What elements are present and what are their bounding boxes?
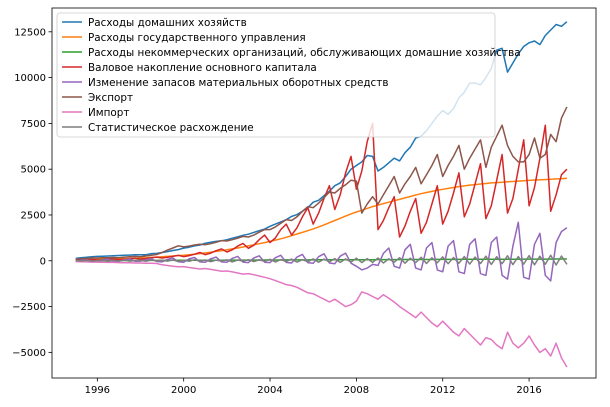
legend-label-2: Расходы государственного управления — [88, 32, 306, 44]
x-tick-label: 2008 — [344, 385, 369, 396]
x-tick-label: 1996 — [85, 385, 110, 396]
y-tick-label: 7500 — [21, 119, 46, 130]
legend-label-1: Расходы домашних хозяйств — [88, 17, 247, 29]
legend-label-5: Изменение запасов материальных оборотных… — [88, 77, 388, 89]
y-tick-label: 10000 — [14, 73, 46, 84]
legend: Расходы домашних хозяйств Расходы государ… — [56, 12, 521, 138]
legend-box — [56, 12, 496, 138]
y-tick-label: −5000 — [12, 348, 46, 359]
y-tick-label: 2500 — [21, 210, 46, 221]
y-tick-label: −2500 — [12, 302, 46, 313]
x-axis: 1996 2000 2004 2008 2012 2016 — [85, 378, 542, 396]
legend-label-6: Экспорт — [88, 92, 133, 104]
y-tick-label: 0 — [40, 256, 46, 267]
y-tick-label: 12500 — [14, 27, 46, 38]
series-lines — [75, 21, 568, 368]
series-line-4 — [75, 122, 568, 261]
x-tick-label: 2012 — [430, 385, 455, 396]
x-tick-label: 2016 — [516, 385, 541, 396]
y-axis: −5000 −2500 0 2500 5000 7500 10000 12500 — [12, 27, 52, 359]
y-tick-label: 5000 — [21, 165, 46, 176]
x-tick-label: 2004 — [257, 385, 282, 396]
series-line-7 — [75, 260, 568, 368]
legend-label-3: Расходы некоммерческих организаций, обсл… — [88, 47, 521, 59]
x-tick-label: 2000 — [171, 385, 196, 396]
series-line-8 — [75, 254, 568, 266]
legend-label-7: Импорт — [88, 107, 129, 119]
legend-label-8: Статистическое расхождение — [88, 122, 254, 134]
plot-frame — [51, 7, 597, 379]
series-line-6 — [75, 106, 568, 261]
legend-label-4: Валовое накопление основного капитала — [88, 62, 317, 74]
